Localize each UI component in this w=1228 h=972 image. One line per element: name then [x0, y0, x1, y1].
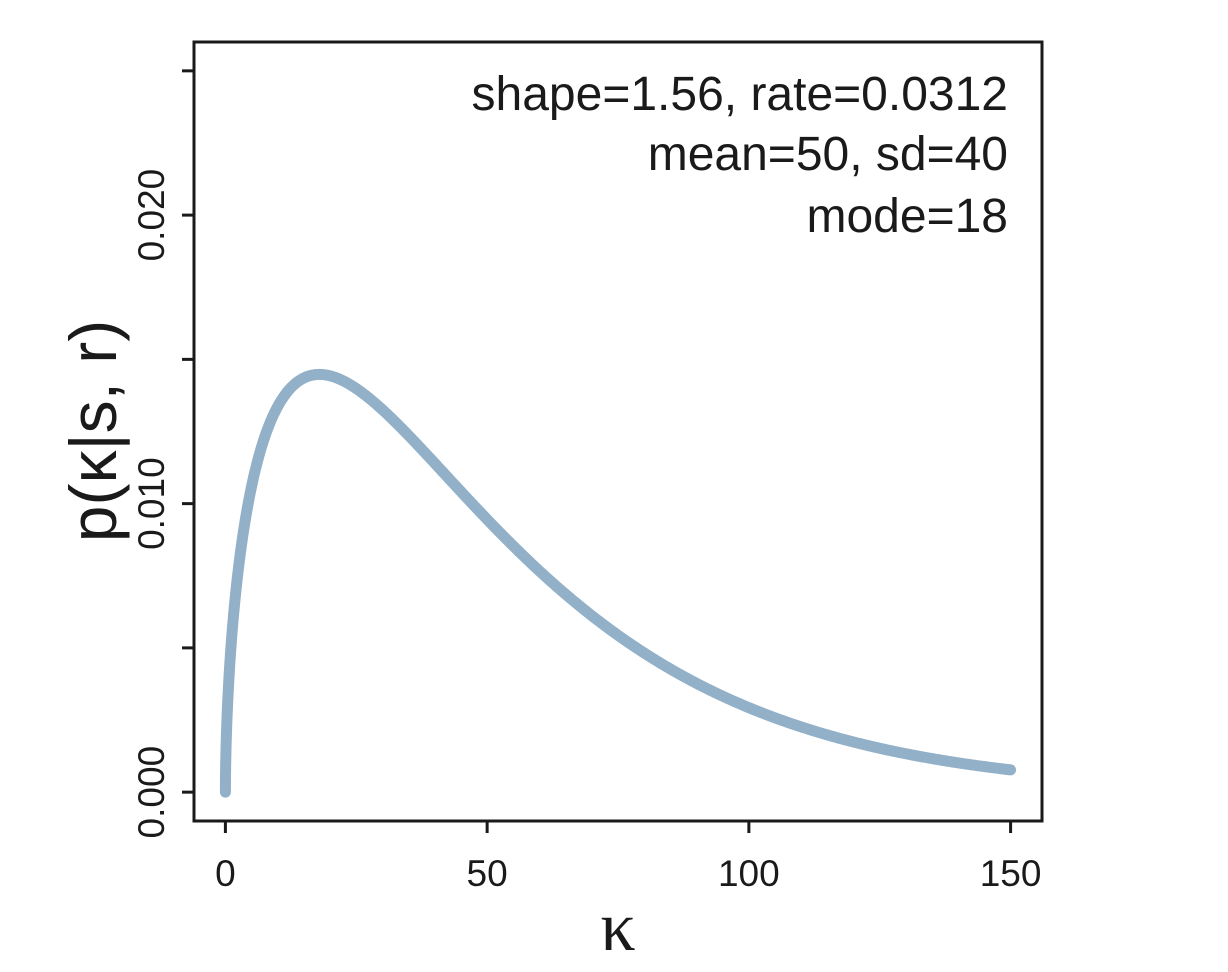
density-curve: [219, 368, 1017, 798]
annotation-line-1: shape=1.56, rate=0.0312: [472, 68, 1008, 121]
annotation-line-2: mean=50, sd=40: [648, 128, 1008, 181]
y-tick-label: 0.000: [131, 746, 172, 839]
x-axis-label: κ: [600, 889, 635, 966]
x-tick-label: 0: [215, 853, 236, 894]
y-tick-label: 0.010: [131, 457, 172, 550]
y-axis-label: p(κ|s, r): [56, 320, 130, 542]
x-tick-label: 50: [467, 853, 508, 894]
axes: 0 50 100 150 0.000 0.010 0.020: [131, 69, 1042, 894]
annotation-line-3: mode=18: [807, 190, 1009, 243]
x-tick-label: 150: [980, 853, 1042, 894]
plot-frame: [192, 40, 1044, 823]
x-tick-label: 100: [718, 853, 780, 894]
annotation-block: shape=1.56, rate=0.0312 mean=50, sd=40 m…: [472, 68, 1008, 243]
y-tick-label: 0.020: [131, 169, 172, 262]
